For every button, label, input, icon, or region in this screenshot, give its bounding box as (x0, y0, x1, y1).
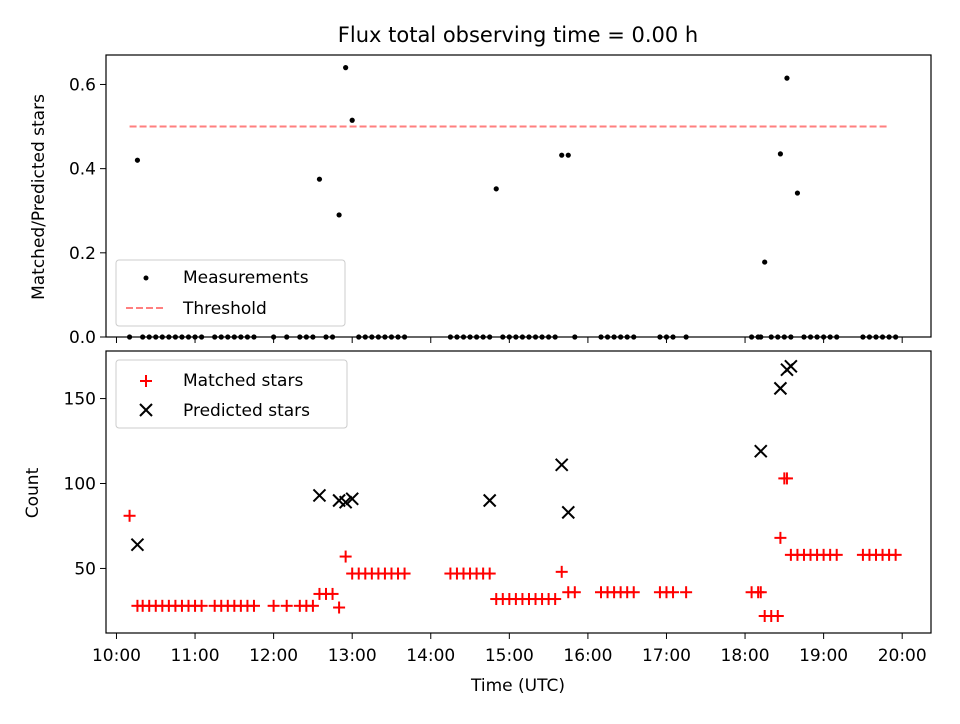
measurement-point (134, 157, 141, 163)
predicted-star-point (773, 381, 788, 396)
bottom-x-tick-label: 10:00 (92, 646, 141, 666)
matched-star-point (326, 587, 339, 600)
predicted-star-d2 (555, 458, 569, 472)
bottom-x-tick-label: 13:00 (328, 646, 377, 666)
matched-star-point (830, 548, 843, 561)
top-y-tick-label: 0.2 (69, 244, 96, 264)
predicted-star-d2 (345, 492, 359, 506)
predicted-star-point (345, 492, 359, 506)
predicted-star-d2 (130, 537, 145, 552)
matched-star-point (339, 550, 352, 563)
predicted-star-d2 (312, 488, 327, 503)
matched-star-point (247, 599, 260, 612)
top-plot-area: 0.0 0.2 0.4 0.6 (69, 54, 932, 348)
predicted-star-point (312, 488, 327, 503)
bottom-plot-frame (105, 350, 932, 634)
matched-star-point (306, 599, 319, 612)
matched-star-point (195, 599, 208, 612)
matched-star-point (780, 472, 793, 485)
matched-star-point (123, 509, 136, 522)
measurement-point (762, 259, 768, 265)
bottom-x-tick-label: 17:00 (642, 646, 691, 666)
predicted-star-d2 (773, 381, 788, 396)
legend-threshold-label: Threshold (182, 299, 267, 319)
predicted-star-d2 (338, 495, 353, 509)
top-y-tick-label: 0.6 (69, 75, 96, 95)
measurement-point (559, 152, 565, 158)
bottom-x-tick-label: 20:00 (878, 646, 927, 666)
bottom-y-tick-label: 150 (64, 390, 96, 410)
matched-star-point (568, 586, 581, 599)
bottom-x-tick-label: 18:00 (721, 646, 770, 666)
matched-star-point (889, 548, 902, 561)
x-axis-label: Time (UTC) (470, 676, 565, 696)
measurement-point (565, 152, 571, 158)
matched-star-point (280, 599, 293, 612)
bottom-plot-area: 50 100 150 10:00 11:00 12:00 13:00 14:00 15:00 16… (64, 350, 932, 666)
bottom-y-axis-label: Count (23, 467, 43, 518)
matched-star-point (555, 565, 568, 578)
top-y-tick-label: 0.4 (69, 160, 96, 180)
predicted-star-point (338, 495, 353, 509)
matched-star-point (627, 586, 640, 599)
bottom-y-tick-label: 50 (74, 559, 96, 579)
predicted-star-point (130, 537, 145, 552)
measurement-point (349, 117, 355, 123)
predicted-star-point (784, 359, 798, 373)
matched-star-point (680, 586, 693, 599)
matched-star-point (667, 586, 680, 599)
legend-predicted-marker (139, 403, 153, 417)
predicted-star-d2 (332, 493, 346, 508)
matched-star-point (398, 567, 411, 580)
bottom-x-tick-label: 11:00 (171, 646, 220, 666)
bottom-x-tick-label: 15:00 (485, 646, 534, 666)
top-y-tick-label: 0.0 (69, 328, 96, 348)
bottom-x-tick-label: 16:00 (563, 646, 612, 666)
top-y-axis-label: Matched/Predicted stars (29, 94, 49, 300)
matched-star-point (549, 593, 562, 606)
measurement-point (336, 212, 342, 218)
measurement-point (316, 176, 323, 182)
predicted-star-d2 (482, 493, 497, 508)
matched-star-point (267, 599, 280, 612)
legend-predicted-label: Predicted stars (183, 401, 310, 421)
measurement-point (343, 65, 349, 71)
matched-star-point (333, 601, 346, 614)
legend-measurements-label: Measurements (183, 268, 309, 288)
matched-star-point (774, 531, 787, 544)
legend-matched-marker (140, 375, 152, 387)
predicted-star-d2 (784, 359, 798, 373)
bottom-y-tick-label: 100 (64, 475, 96, 495)
bottom-legend-box (115, 359, 348, 429)
bottom-legend: Matched stars Predicted stars (115, 359, 348, 429)
bottom-x-tick-label: 12:00 (249, 646, 298, 666)
top-legend-box (115, 259, 346, 327)
top-plot-frame (105, 54, 932, 338)
measurement-point (784, 75, 790, 81)
legend-measurements-marker (143, 275, 149, 281)
bottom-panel: Count 50 100 150 10:00 11:00 12:00 13:00 14:00 1… (23, 350, 932, 696)
predicted-star-d2 (561, 505, 575, 520)
predicted-star-point (482, 493, 497, 508)
predicted-star-point (555, 458, 569, 472)
matched-star-point (754, 586, 767, 599)
predicted-star-point (561, 505, 575, 520)
bottom-x-tick-label: 14:00 (406, 646, 455, 666)
top-panel: Matched/Predicted stars 0.0 0.2 0.4 0.6 Mea… (29, 54, 932, 348)
measurement-point (794, 190, 801, 196)
figure-title: Flux total observing time = 0.00 h (338, 23, 698, 47)
top-legend: Measurements Threshold (115, 259, 346, 327)
bottom-x-tick-label: 19:00 (799, 646, 848, 666)
measurement-point (493, 186, 499, 192)
predicted-star-d2 (754, 444, 768, 458)
measurement-point (777, 151, 784, 157)
matched-star-point (483, 567, 496, 580)
predicted-star-point (754, 444, 768, 458)
legend-matched-label: Matched stars (183, 371, 303, 391)
matched-star-point (771, 610, 784, 623)
